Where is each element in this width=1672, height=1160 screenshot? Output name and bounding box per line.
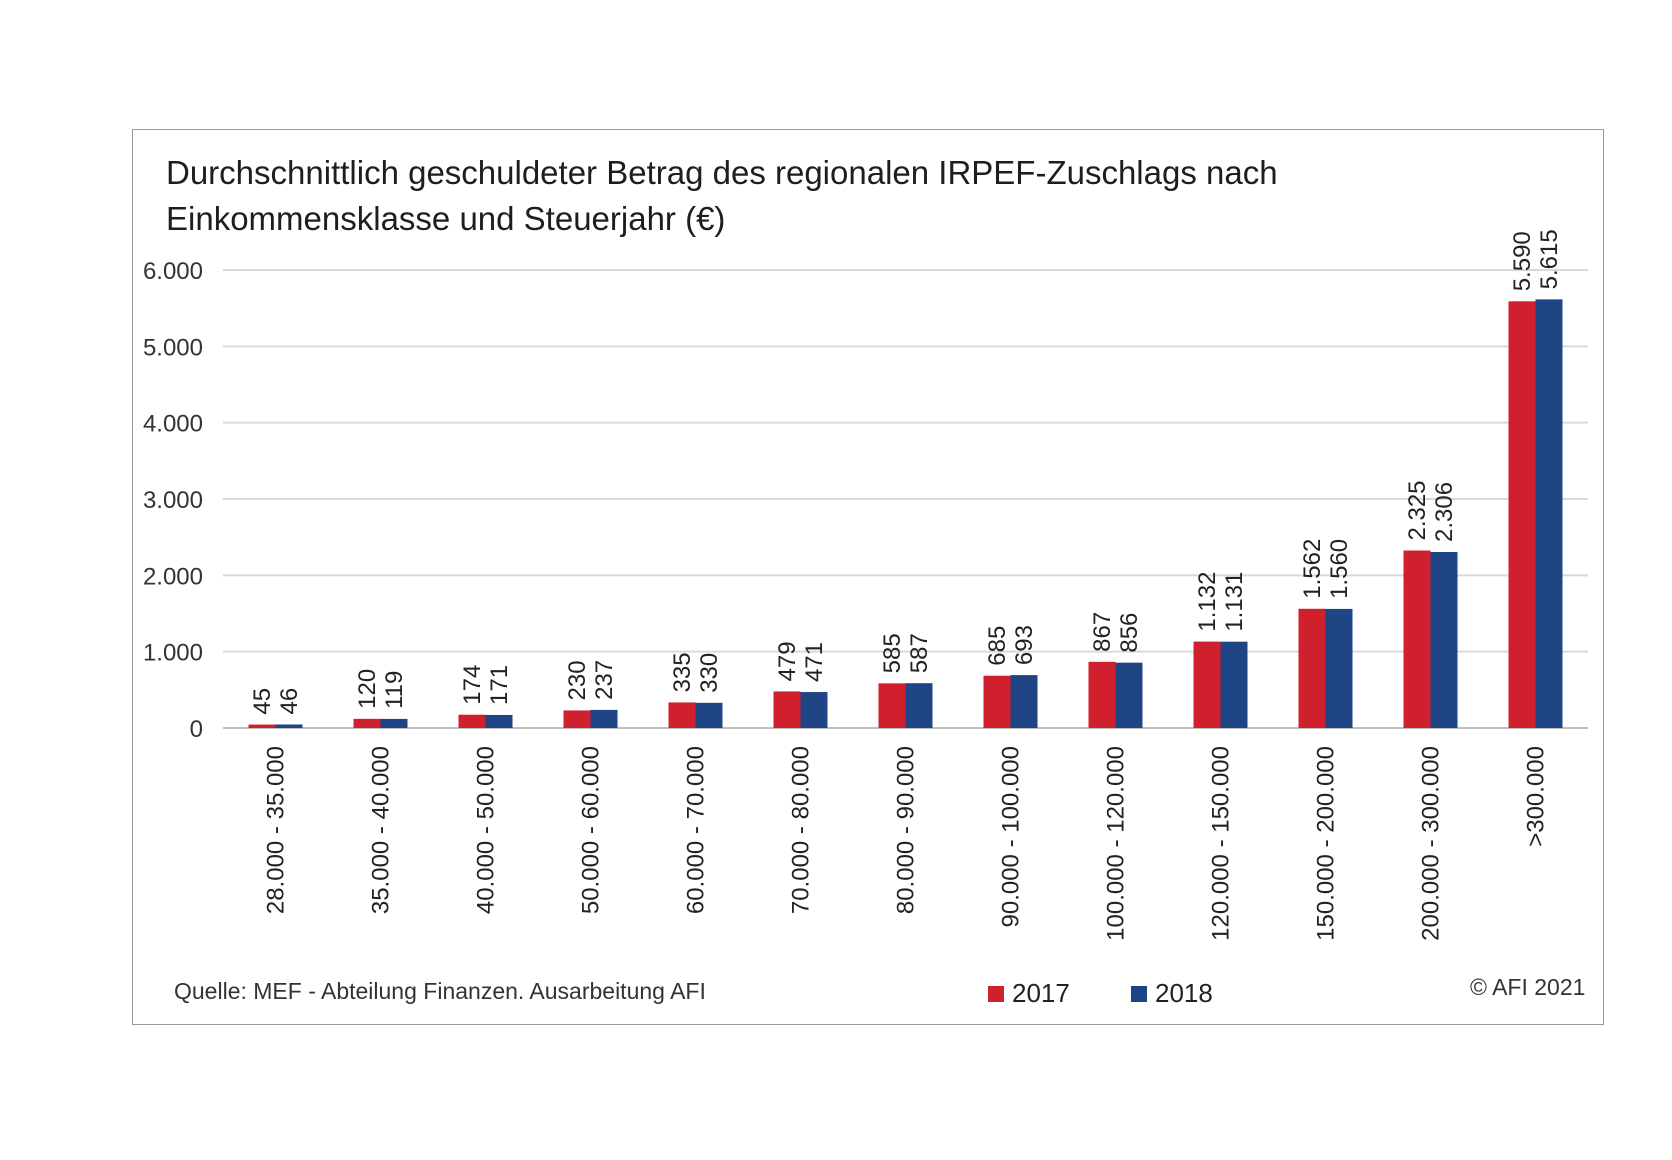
bar-2018 — [695, 702, 723, 728]
data-label-2018: 471 — [801, 642, 828, 682]
bar-2017 — [1508, 301, 1536, 728]
bar-2018 — [1535, 299, 1563, 728]
chart-title-line1: Durchschnittlich geschuldeter Betrag des… — [166, 154, 1278, 191]
x-category-label: >300.000 — [1523, 746, 1550, 847]
data-label-2018: 693 — [1011, 625, 1038, 665]
x-category-label: 40.000 - 50.000 — [473, 746, 500, 914]
data-label-2018: 856 — [1116, 613, 1143, 653]
data-label-2017: 585 — [879, 633, 906, 673]
data-label-2017: 120 — [354, 669, 381, 709]
bar-2018 — [905, 683, 933, 728]
y-tick-label: 2.000 — [143, 563, 203, 590]
bar-2017 — [773, 691, 801, 728]
copyright-note: © AFI 2021 — [1470, 974, 1586, 1000]
x-category-label: 80.000 - 90.000 — [893, 746, 920, 914]
x-category-label: 50.000 - 60.000 — [578, 746, 605, 914]
bar-2018 — [1220, 641, 1248, 728]
y-tick-label: 6.000 — [143, 258, 203, 285]
bar-2017 — [1403, 550, 1431, 728]
y-tick-label: 1.000 — [143, 640, 203, 667]
x-category-label: 150.000 - 200.000 — [1313, 746, 1340, 941]
bar-2018 — [1430, 551, 1458, 728]
data-label-2018: 46 — [276, 688, 303, 715]
data-label-2017: 685 — [984, 626, 1011, 666]
bar-2017 — [563, 710, 591, 728]
data-label-2018: 1.560 — [1326, 539, 1353, 599]
x-axis-categories: 28.000 - 35.000 35.000 - 40.000 40.000 - 5… — [263, 746, 1550, 941]
grid-lines — [223, 269, 1588, 729]
y-tick-label: 3.000 — [143, 487, 203, 514]
y-tick-label: 4.000 — [143, 411, 203, 438]
bar-2018 — [1325, 608, 1353, 728]
x-category-label: 60.000 - 70.000 — [683, 746, 710, 914]
data-label-2018: 237 — [591, 660, 618, 700]
data-label-2018: 171 — [486, 665, 513, 705]
legend-label-2018: 2018 — [1155, 978, 1213, 1008]
chart-frame — [132, 129, 1604, 1025]
bar-2017 — [1193, 641, 1221, 728]
x-category-label: 200.000 - 300.000 — [1418, 746, 1445, 941]
data-label-2017: 335 — [669, 652, 696, 692]
bar-2018 — [800, 692, 828, 728]
x-category-label: 28.000 - 35.000 — [263, 746, 290, 914]
y-axis-ticks: 0 1.000 2.000 3.000 4.000 5.000 6.000 — [143, 258, 203, 743]
data-label-2018: 1.131 — [1221, 572, 1248, 632]
legend-swatch-2017 — [988, 985, 1004, 1002]
legend-item-2017: 2017 — [988, 978, 1070, 1009]
legend-swatch-2018 — [1131, 985, 1147, 1002]
bar-2017 — [353, 718, 381, 728]
bar-2017 — [1088, 661, 1116, 728]
data-label-2017: 45 — [249, 688, 276, 715]
data-label-2018: 330 — [696, 653, 723, 693]
chart-title: Durchschnittlich geschuldeter Betrag des… — [166, 150, 1466, 242]
data-label-2017: 174 — [459, 665, 486, 705]
y-tick-label: 0 — [190, 716, 203, 743]
data-label-2018: 5.615 — [1536, 229, 1563, 289]
bar-2018 — [590, 709, 618, 728]
data-label-2018: 2.306 — [1431, 482, 1458, 542]
x-category-label: 70.000 - 80.000 — [788, 746, 815, 914]
chart-title-line2: Einkommensklasse und Steuerjahr (€) — [166, 200, 726, 237]
x-category-label: 120.000 - 150.000 — [1208, 746, 1235, 941]
bars — [248, 299, 1563, 728]
legend-label-2017: 2017 — [1012, 978, 1070, 1008]
x-category-label: 90.000 - 100.000 — [998, 746, 1025, 928]
bar-2018 — [1115, 662, 1143, 728]
bar-2017 — [248, 724, 276, 728]
data-label-2017: 479 — [774, 641, 801, 681]
source-note: Quelle: MEF - Abteilung Finanzen. Ausarb… — [174, 978, 706, 1004]
bar-2017 — [668, 702, 696, 728]
data-label-2017: 1.132 — [1194, 572, 1221, 632]
data-label-2017: 867 — [1089, 612, 1116, 652]
bar-2018 — [380, 718, 408, 728]
y-tick-label: 5.000 — [143, 334, 203, 361]
bar-2017 — [1298, 608, 1326, 728]
data-label-2017: 5.590 — [1509, 231, 1536, 291]
x-category-label: 35.000 - 40.000 — [368, 746, 395, 914]
data-label-2018: 119 — [381, 671, 408, 709]
data-label-2018: 587 — [906, 633, 933, 673]
bar-2018 — [275, 724, 303, 728]
x-category-label: 100.000 - 120.000 — [1103, 746, 1130, 941]
bar-2017 — [458, 714, 486, 728]
legend-item-2018: 2018 — [1131, 978, 1213, 1009]
bar-2018 — [1010, 675, 1038, 728]
bar-2017 — [983, 675, 1011, 728]
bar-2017 — [878, 683, 906, 728]
data-labels: 45 46 120 119 174 171 230 237 335 330 479 471 585 587… — [249, 229, 1563, 714]
bar-2018 — [485, 714, 513, 728]
data-label-2017: 2.325 — [1404, 480, 1431, 540]
data-label-2017: 1.562 — [1299, 539, 1326, 599]
data-label-2017: 230 — [564, 660, 591, 700]
